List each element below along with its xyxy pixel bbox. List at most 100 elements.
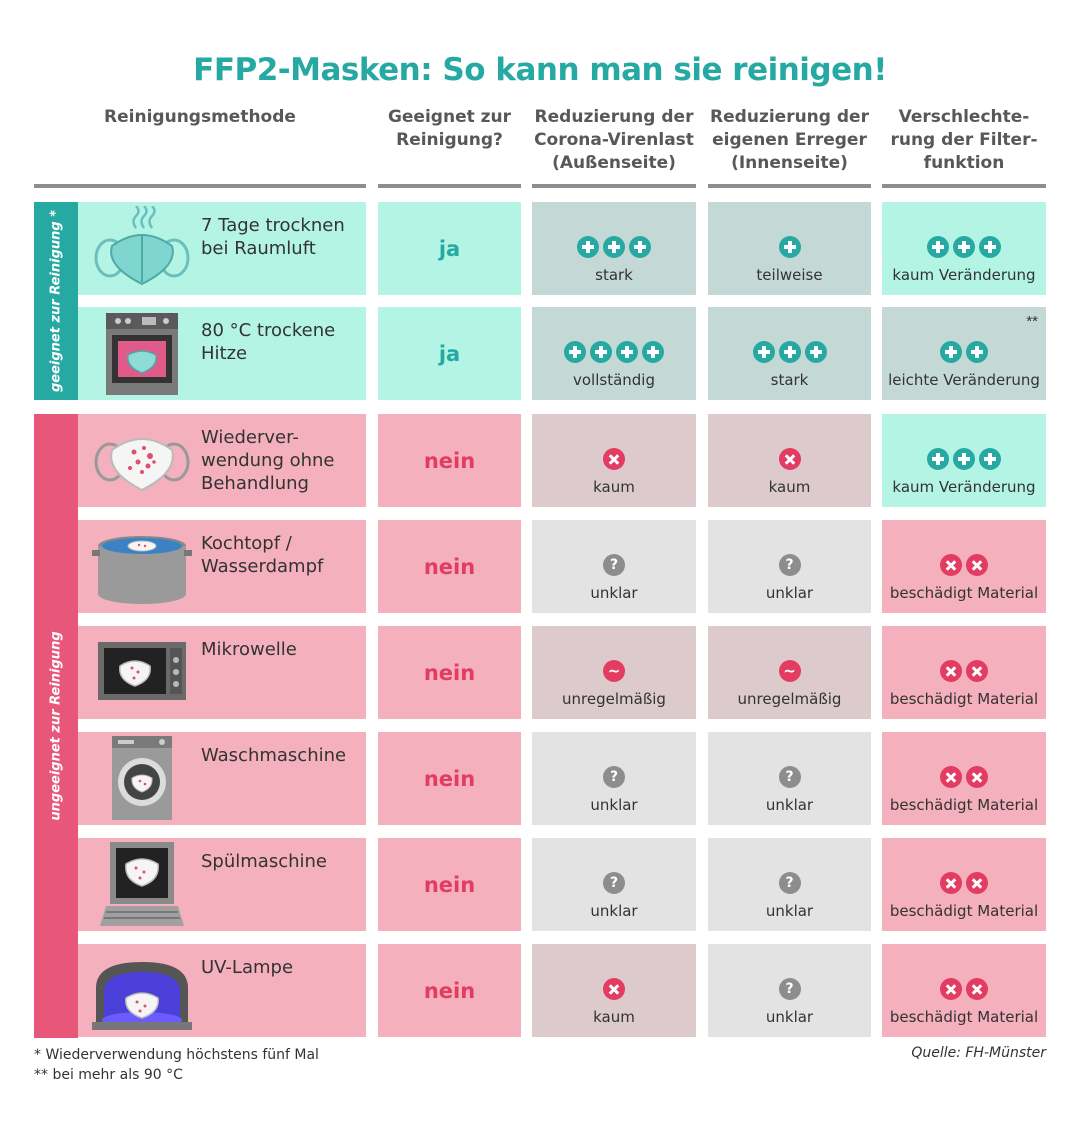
plus-icon bbox=[804, 341, 827, 363]
plus-icon bbox=[953, 448, 975, 470]
cooking-pot-icon bbox=[92, 524, 192, 609]
rating-symbols bbox=[708, 236, 871, 258]
rating-label: beschädigt Material bbox=[889, 690, 1039, 708]
rating-label: kaum bbox=[768, 478, 811, 496]
method-name: UV-Lampe bbox=[201, 957, 294, 978]
rating-label: unklar bbox=[765, 584, 814, 602]
rating-label: unklar bbox=[765, 1008, 814, 1026]
suitable-value: nein bbox=[423, 554, 476, 579]
plus-icon bbox=[966, 341, 988, 363]
rating-symbols: ~ bbox=[708, 660, 871, 682]
cross-icon bbox=[603, 448, 625, 470]
rating-symbols bbox=[882, 554, 1046, 576]
rating-label: leichte Veränderung bbox=[888, 371, 1040, 389]
cross-icon bbox=[966, 766, 988, 788]
method-name: Wiederver- wendung ohne Behandlung bbox=[201, 427, 335, 494]
rating-label: unklar bbox=[765, 796, 814, 814]
rating-symbols bbox=[532, 341, 696, 363]
rating-label: unregelmäßig bbox=[737, 690, 842, 708]
cross-icon bbox=[966, 660, 988, 682]
plus-icon bbox=[778, 236, 801, 258]
microwave-icon bbox=[92, 630, 192, 715]
cross-icon bbox=[940, 660, 962, 682]
plus-icon bbox=[940, 341, 962, 363]
rating-symbols bbox=[708, 448, 871, 470]
rating-label: beschädigt Material bbox=[889, 902, 1039, 920]
cross-icon bbox=[940, 872, 962, 894]
question-icon: ? bbox=[778, 766, 801, 788]
used-mask-icon bbox=[92, 418, 192, 503]
plus-icon bbox=[979, 448, 1001, 470]
rating-symbols bbox=[532, 448, 696, 470]
header-filter: Verschlechte- rung der Filter- funktion bbox=[882, 106, 1046, 188]
filter-rating-cell: kaum Veränderung bbox=[882, 414, 1046, 507]
group-suitable-label: geeignet zur Reinigung * bbox=[48, 209, 64, 393]
inner-rating-cell: teilweise bbox=[708, 202, 871, 295]
rating-symbols: ? bbox=[532, 872, 696, 894]
dishwasher-icon bbox=[92, 842, 192, 927]
header-outer: Reduzierung der Corona-Virenlast (Außens… bbox=[532, 106, 696, 188]
plus-icon bbox=[927, 448, 949, 470]
method-cell: Mikrowelle bbox=[78, 626, 366, 719]
outer-rating-cell: kaum bbox=[532, 414, 696, 507]
rating-symbols bbox=[882, 766, 1046, 788]
plus-icon bbox=[752, 341, 775, 363]
outer-rating-cell: ? unklar bbox=[532, 838, 696, 931]
suitable-cell: nein bbox=[378, 414, 521, 507]
cross-icon bbox=[940, 978, 962, 1000]
oven-icon bbox=[92, 311, 192, 396]
rating-label: kaum bbox=[593, 478, 635, 496]
plus-icon bbox=[953, 236, 975, 258]
outer-rating-cell: ~ unregelmäßig bbox=[532, 626, 696, 719]
suitable-value: ja bbox=[438, 341, 461, 366]
method-name: 80 °C trockene Hitze bbox=[201, 320, 336, 364]
suitable-cell: nein bbox=[378, 520, 521, 613]
suitable-value: nein bbox=[423, 448, 476, 473]
outer-rating-cell: ? unklar bbox=[532, 732, 696, 825]
plus-icon bbox=[778, 341, 801, 363]
cross-icon bbox=[940, 554, 962, 576]
group-suitable: geeignet zur Reinigung * bbox=[34, 202, 78, 400]
filter-rating-cell: beschädigt Material bbox=[882, 944, 1046, 1037]
inner-rating-cell: kaum bbox=[708, 414, 871, 507]
suitable-value: nein bbox=[423, 766, 476, 791]
rating-label: stark bbox=[595, 266, 633, 284]
rating-symbols: ? bbox=[532, 766, 696, 788]
rating-symbols bbox=[532, 236, 696, 258]
filter-rating-cell: beschädigt Material bbox=[882, 732, 1046, 825]
rating-symbols: ? bbox=[532, 554, 696, 576]
rating-label: beschädigt Material bbox=[889, 796, 1039, 814]
plus-icon bbox=[603, 236, 625, 258]
rating-label: unklar bbox=[590, 584, 638, 602]
drying-mask-icon bbox=[92, 205, 192, 291]
rating-label: kaum Veränderung bbox=[892, 266, 1036, 284]
outer-rating-cell: ? unklar bbox=[532, 520, 696, 613]
plus-icon bbox=[629, 236, 651, 258]
rating-symbols bbox=[882, 872, 1046, 894]
header-inner: Reduzierung der eigenen Erreger (Innense… bbox=[708, 106, 871, 188]
method-cell: UV-Lampe bbox=[78, 944, 366, 1037]
inner-rating-cell: ? unklar bbox=[708, 944, 871, 1037]
method-name: Spülmaschine bbox=[201, 851, 327, 872]
rating-label: beschädigt Material bbox=[889, 1008, 1039, 1026]
inner-rating-cell: stark bbox=[708, 307, 871, 400]
plus-icon bbox=[616, 341, 638, 363]
rating-label: beschädigt Material bbox=[889, 584, 1039, 602]
method-name: Mikrowelle bbox=[201, 639, 297, 660]
rating-symbols bbox=[882, 236, 1046, 258]
filter-rating-cell: beschädigt Material bbox=[882, 626, 1046, 719]
question-icon: ? bbox=[778, 872, 801, 894]
rating-symbols: ~ bbox=[532, 660, 696, 682]
header-suitable: Geeignet zur Reinigung? bbox=[378, 106, 521, 188]
rating-label: kaum bbox=[593, 1008, 635, 1026]
wave-icon: ~ bbox=[778, 660, 801, 682]
suitable-cell: nein bbox=[378, 626, 521, 719]
plus-icon bbox=[642, 341, 664, 363]
question-icon: ? bbox=[603, 554, 625, 576]
suitable-cell: nein bbox=[378, 838, 521, 931]
rating-label: vollständig bbox=[573, 371, 655, 389]
rating-symbols: ? bbox=[708, 978, 871, 1000]
uv-lamp-icon bbox=[92, 948, 192, 1033]
inner-rating-cell: ? unklar bbox=[708, 520, 871, 613]
cross-icon bbox=[940, 766, 962, 788]
